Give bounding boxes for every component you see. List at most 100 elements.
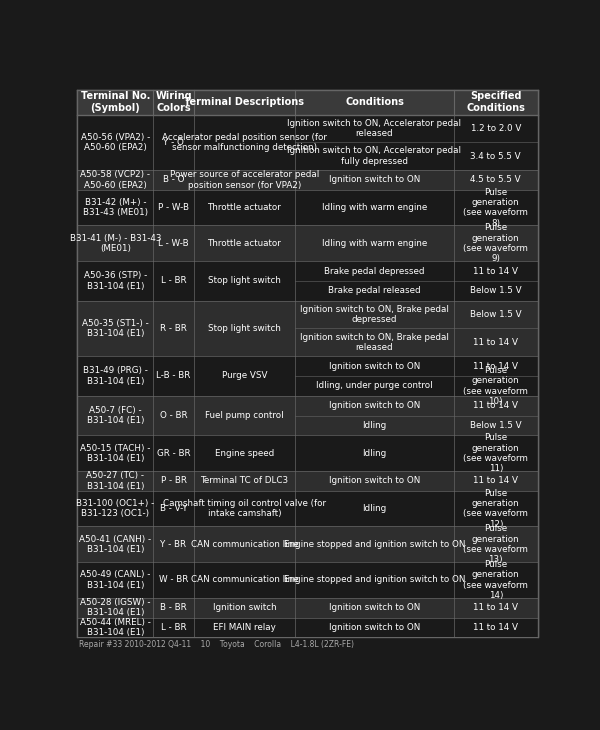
Text: Stop light switch: Stop light switch [208, 277, 281, 285]
Bar [77, 356, 538, 396]
Text: Throttle actuator: Throttle actuator [208, 203, 281, 212]
Bar [77, 562, 538, 598]
Text: P - W-B: P - W-B [158, 203, 189, 212]
Text: Pulse
generation
(see waveform
8): Pulse generation (see waveform 8) [463, 188, 528, 228]
Circle shape [199, 280, 416, 496]
Text: P - BR: P - BR [161, 477, 187, 485]
Text: Ignition switch to ON, Brake pedal
depressed: Ignition switch to ON, Brake pedal depre… [300, 305, 449, 324]
Text: Terminal TC of DLC3: Terminal TC of DLC3 [200, 477, 289, 485]
Text: 11 to 14 V: 11 to 14 V [473, 266, 518, 275]
Text: Purge VSV: Purge VSV [221, 372, 267, 380]
Text: Below 1.5 V: Below 1.5 V [470, 310, 521, 319]
Text: Brake pedal depressed: Brake pedal depressed [324, 266, 425, 275]
Text: Engine stopped and ignition switch to ON: Engine stopped and ignition switch to ON [284, 539, 465, 549]
Text: Pulse
generation
(see waveform
11): Pulse generation (see waveform 11) [463, 433, 528, 473]
Text: Below 1.5 V: Below 1.5 V [470, 421, 521, 430]
Text: Y - O: Y - O [163, 138, 184, 147]
Text: R - BR: R - BR [160, 324, 187, 333]
Text: B31-42 (M+) -
B31-43 (ME01): B31-42 (M+) - B31-43 (ME01) [83, 198, 148, 218]
Text: Throttle actuator: Throttle actuator [208, 239, 281, 247]
Text: A50-41 (CANH) -
B31-104 (E1): A50-41 (CANH) - B31-104 (E1) [79, 534, 151, 554]
Text: B31-49 (PRG) -
B31-104 (E1): B31-49 (PRG) - B31-104 (E1) [83, 366, 148, 385]
Bar [77, 598, 538, 618]
Text: Stop light switch: Stop light switch [208, 324, 281, 333]
Text: Ignition switch to ON: Ignition switch to ON [329, 175, 420, 185]
Text: A50-49 (CANL) -
B31-104 (E1): A50-49 (CANL) - B31-104 (E1) [80, 570, 151, 590]
Text: Idling: Idling [362, 421, 386, 430]
Text: 11 to 14 V: 11 to 14 V [473, 338, 518, 347]
Bar [77, 301, 538, 356]
Text: L-B - BR: L-B - BR [157, 372, 191, 380]
Text: L - BR: L - BR [161, 623, 187, 632]
Text: Ignition switch to ON: Ignition switch to ON [329, 361, 420, 371]
Text: B - O: B - O [163, 175, 184, 185]
Bar [77, 261, 538, 301]
Text: Idling with warm engine: Idling with warm engine [322, 239, 427, 247]
Text: 11 to 14 V: 11 to 14 V [473, 402, 518, 410]
Text: Idling: Idling [362, 504, 386, 513]
Text: Idling, under purge control: Idling, under purge control [316, 381, 433, 391]
Text: B - V-Y: B - V-Y [160, 504, 187, 513]
Text: Ignition switch: Ignition switch [212, 603, 276, 612]
Bar [77, 90, 538, 115]
Text: A50-15 (TACH) -
B31-104 (E1): A50-15 (TACH) - B31-104 (E1) [80, 444, 151, 463]
Text: Camshaft timing oil control valve (for
intake camshaft): Camshaft timing oil control valve (for i… [163, 499, 326, 518]
Text: 3.4 to 5.5 V: 3.4 to 5.5 V [470, 152, 521, 161]
Text: 11 to 14 V: 11 to 14 V [473, 477, 518, 485]
Text: Pulse
generation
(see waveform
9): Pulse generation (see waveform 9) [463, 223, 528, 264]
Text: Brake pedal released: Brake pedal released [328, 286, 421, 296]
Bar [77, 190, 538, 226]
Text: B - BR: B - BR [160, 603, 187, 612]
Text: Specified
Conditions: Specified Conditions [466, 91, 525, 113]
Text: CAN communication line: CAN communication line [191, 539, 298, 549]
Text: A50-36 (STP) -
B31-104 (E1): A50-36 (STP) - B31-104 (E1) [83, 272, 147, 291]
Text: Accelerator pedal position sensor (for
sensor malfunctioning detection): Accelerator pedal position sensor (for s… [162, 133, 327, 152]
Text: Below 1.5 V: Below 1.5 V [470, 286, 521, 296]
Text: Fuel pump control: Fuel pump control [205, 411, 284, 420]
Text: Pulse
generation
(see waveform
13): Pulse generation (see waveform 13) [463, 524, 528, 564]
Text: Pulse
generation
(see waveform
14): Pulse generation (see waveform 14) [463, 560, 528, 600]
Bar [77, 226, 538, 261]
Text: Terminal Descriptions: Terminal Descriptions [184, 97, 304, 107]
Text: Terminal No.
(Symbol): Terminal No. (Symbol) [80, 91, 150, 113]
Circle shape [362, 372, 486, 496]
Bar [77, 526, 538, 562]
Text: A50-28 (IGSW) -
B31-104 (E1): A50-28 (IGSW) - B31-104 (E1) [80, 598, 151, 618]
Bar [77, 618, 538, 637]
Text: B31-41 (M-) - B31-43
(ME01): B31-41 (M-) - B31-43 (ME01) [70, 234, 161, 253]
Bar [77, 396, 538, 435]
Text: 11 to 14 V: 11 to 14 V [473, 361, 518, 371]
Bar [77, 170, 538, 190]
Text: A50-56 (VPA2) -
A50-60 (EPA2): A50-56 (VPA2) - A50-60 (EPA2) [80, 133, 150, 152]
Text: W - BR: W - BR [159, 575, 188, 585]
Text: A50-27 (TC) -
B31-104 (E1): A50-27 (TC) - B31-104 (E1) [86, 472, 145, 491]
Text: Ignition switch to ON, Accelerator pedal
fully depressed: Ignition switch to ON, Accelerator pedal… [287, 147, 461, 166]
Text: Idling with warm engine: Idling with warm engine [322, 203, 427, 212]
Text: GR - BR: GR - BR [157, 449, 190, 458]
Text: EFI MAIN relay: EFI MAIN relay [213, 623, 276, 632]
Bar [77, 115, 538, 170]
Text: Pulse
generation
(see waveform
10): Pulse generation (see waveform 10) [463, 366, 528, 406]
Text: 11 to 14 V: 11 to 14 V [473, 623, 518, 632]
Text: Y - BR: Y - BR [160, 539, 187, 549]
Text: Ignition switch to ON: Ignition switch to ON [329, 402, 420, 410]
Text: Ignition switch to ON, Brake pedal
released: Ignition switch to ON, Brake pedal relea… [300, 333, 449, 352]
Text: A50-58 (VCP2) -
A50-60 (EPA2): A50-58 (VCP2) - A50-60 (EPA2) [80, 170, 151, 190]
Text: Ignition switch to ON: Ignition switch to ON [329, 603, 420, 612]
Text: Engine stopped and ignition switch to ON: Engine stopped and ignition switch to ON [284, 575, 465, 585]
Text: Pulse
generation
(see waveform
12): Pulse generation (see waveform 12) [463, 488, 528, 529]
Text: Ignition switch to ON, Accelerator pedal
released: Ignition switch to ON, Accelerator pedal… [287, 119, 461, 138]
Text: CAN communication line: CAN communication line [191, 575, 298, 585]
Bar [77, 471, 538, 491]
Text: 4.5 to 5.5 V: 4.5 to 5.5 V [470, 175, 521, 185]
Text: A50-7 (FC) -
B31-104 (E1): A50-7 (FC) - B31-104 (E1) [86, 406, 144, 426]
Text: B31-100 (OC1+) -
B31-123 (OC1-): B31-100 (OC1+) - B31-123 (OC1-) [76, 499, 154, 518]
Text: Conditions: Conditions [345, 97, 404, 107]
Text: Idling: Idling [362, 449, 386, 458]
Text: 1.2 to 2.0 V: 1.2 to 2.0 V [470, 124, 521, 133]
Text: A50-44 (MREL) -
B31-104 (E1): A50-44 (MREL) - B31-104 (E1) [80, 618, 151, 637]
Text: Wiring
Colors: Wiring Colors [155, 91, 192, 113]
Text: O - BR: O - BR [160, 411, 187, 420]
Text: A50-35 (ST1-) -
B31-104 (E1): A50-35 (ST1-) - B31-104 (E1) [82, 319, 149, 338]
Text: Power source of accelerator pedal
position sensor (for VPA2): Power source of accelerator pedal positi… [170, 170, 319, 190]
